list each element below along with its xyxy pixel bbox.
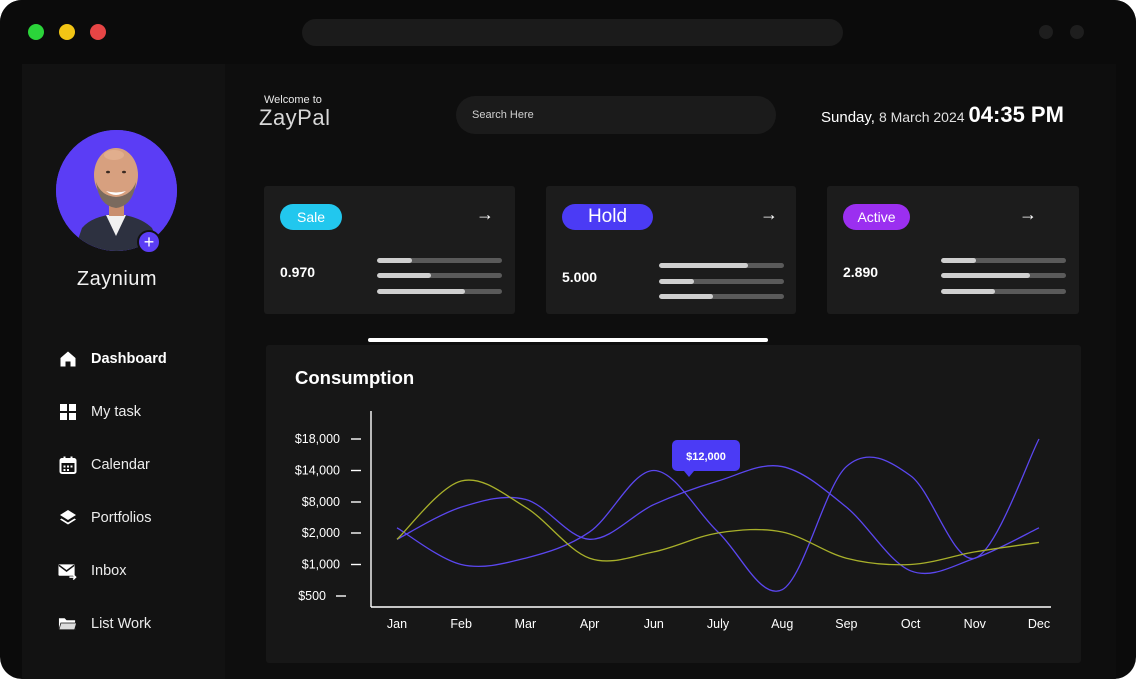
x-tick-label: Jan	[387, 617, 407, 631]
stat-card-hold[interactable]: Hold → 5.000	[546, 186, 796, 314]
progress-fill	[941, 289, 995, 294]
stat-card-sale[interactable]: Sale → 0.970	[264, 186, 515, 314]
y-tick-label: $500	[298, 589, 326, 603]
home-icon	[58, 350, 77, 369]
progress-fill	[659, 294, 713, 299]
arrow-right-icon[interactable]: →	[1019, 204, 1037, 224]
maximize-window-button[interactable]	[28, 24, 44, 40]
status-badge: Active	[843, 204, 910, 230]
progress-bar	[659, 294, 784, 299]
x-tick-label: Nov	[964, 617, 987, 631]
sidebar-item-label: My task	[91, 404, 141, 420]
card-value: 0.970	[280, 264, 316, 280]
sidebar: + Zaynium Dashboard My task Calendar	[22, 64, 225, 679]
date-label: 8 March 2024	[878, 109, 965, 125]
x-tick-label: Jun	[644, 617, 664, 631]
sidebar-item-my-task[interactable]: My task	[58, 400, 141, 424]
progress-bar	[377, 258, 502, 263]
progress-fill	[377, 273, 431, 278]
toolbar-button[interactable]	[1070, 25, 1084, 39]
minimize-window-button[interactable]	[59, 24, 75, 40]
mail-icon	[58, 562, 77, 581]
brand-logo: ZayPal	[259, 105, 331, 130]
x-tick-label: Dec	[1028, 617, 1050, 631]
time-label: 04:35 PM	[968, 102, 1064, 127]
status-badge: Hold	[562, 204, 653, 230]
consumption-chart: $500 $1,000 $2,000 $8,000 $14,000 $18,000 Jan…	[295, 411, 1051, 631]
series-line	[396, 438, 1040, 592]
sidebar-item-dashboard[interactable]: Dashboard	[58, 347, 167, 371]
tooltip-box	[672, 440, 740, 471]
series-line	[396, 465, 1040, 575]
title-bar	[0, 0, 1136, 64]
progress-bar	[659, 263, 784, 268]
card-value: 5.000	[562, 269, 598, 285]
series-line	[396, 479, 1040, 566]
progress-fill	[941, 258, 976, 263]
sidebar-item-list-work[interactable]: List Work	[58, 612, 151, 636]
avatar-photo	[56, 130, 177, 251]
progress-bar	[377, 289, 502, 294]
consumption-chart-panel: Consumption $500 $1,000 $2,000 $8,000 $14,00…	[266, 345, 1081, 663]
progress-fill	[377, 258, 412, 263]
progress-fill	[941, 273, 1030, 278]
progress-fill	[659, 279, 694, 284]
close-window-button[interactable]	[90, 24, 106, 40]
sidebar-item-calendar[interactable]: Calendar	[58, 453, 150, 477]
x-tick-label: Feb	[450, 617, 472, 631]
scroll-indicator[interactable]	[368, 338, 768, 342]
folder-icon	[58, 615, 77, 634]
sidebar-item-label: Dashboard	[91, 351, 167, 367]
progress-bar	[941, 258, 1066, 263]
card-value: 2.890	[843, 264, 879, 280]
status-badge: Sale	[280, 204, 342, 230]
x-tick-label: Aug	[771, 617, 793, 631]
layers-icon	[58, 509, 77, 528]
sidebar-item-inbox[interactable]: Inbox	[58, 559, 126, 583]
username: Zaynium	[76, 268, 158, 290]
y-tick-label: $2,000	[302, 526, 340, 540]
welcome-text: Welcome to	[264, 94, 322, 106]
main-content: Welcome to ZayPal Sunday, 8 March 2024 0…	[225, 64, 1116, 679]
chart-tooltip: $12,000	[672, 440, 740, 477]
sidebar-item-portfolios[interactable]: Portfolios	[58, 506, 151, 530]
y-tick-label: $8,000	[302, 495, 340, 509]
calendar-icon	[58, 456, 77, 475]
stat-card-active[interactable]: Active → 2.890	[827, 186, 1079, 314]
search-input[interactable]	[456, 96, 776, 134]
x-tick-label: Apr	[580, 617, 599, 631]
toolbar-button[interactable]	[1039, 25, 1053, 39]
plus-icon: +	[143, 232, 155, 252]
progress-bar	[659, 279, 784, 284]
y-tick-label: $18,000	[295, 432, 340, 446]
arrow-right-icon[interactable]: →	[476, 204, 494, 224]
grid-icon	[58, 403, 77, 422]
y-tick-label: $14,000	[295, 464, 340, 478]
chart-title: Consumption	[295, 367, 415, 388]
x-tick-label: Mar	[515, 617, 537, 631]
sidebar-item-label: List Work	[91, 616, 152, 632]
sidebar-item-label: Calendar	[91, 457, 150, 473]
sidebar-item-label: Inbox	[91, 563, 127, 579]
arrow-right-icon[interactable]: →	[760, 204, 778, 224]
sidebar-item-label: Portfolios	[91, 510, 152, 526]
progress-bar	[941, 289, 1066, 294]
add-photo-button[interactable]: +	[137, 230, 161, 254]
date-time: Sunday, 8 March 2024 04:35 PM	[821, 102, 1064, 128]
avatar[interactable]	[56, 130, 177, 251]
day-label: Sunday,	[821, 109, 875, 126]
tooltip-label: $12,000	[686, 451, 726, 463]
x-tick-label: Sep	[835, 617, 857, 631]
progress-fill	[659, 263, 748, 268]
x-tick-label: July	[707, 617, 730, 631]
y-tick-label: $1,000	[302, 558, 340, 572]
address-bar[interactable]	[302, 19, 843, 46]
x-tick-label: Oct	[901, 617, 921, 631]
progress-bar	[377, 273, 502, 278]
progress-fill	[377, 289, 465, 294]
progress-bar	[941, 273, 1066, 278]
tooltip-pointer	[684, 471, 694, 477]
